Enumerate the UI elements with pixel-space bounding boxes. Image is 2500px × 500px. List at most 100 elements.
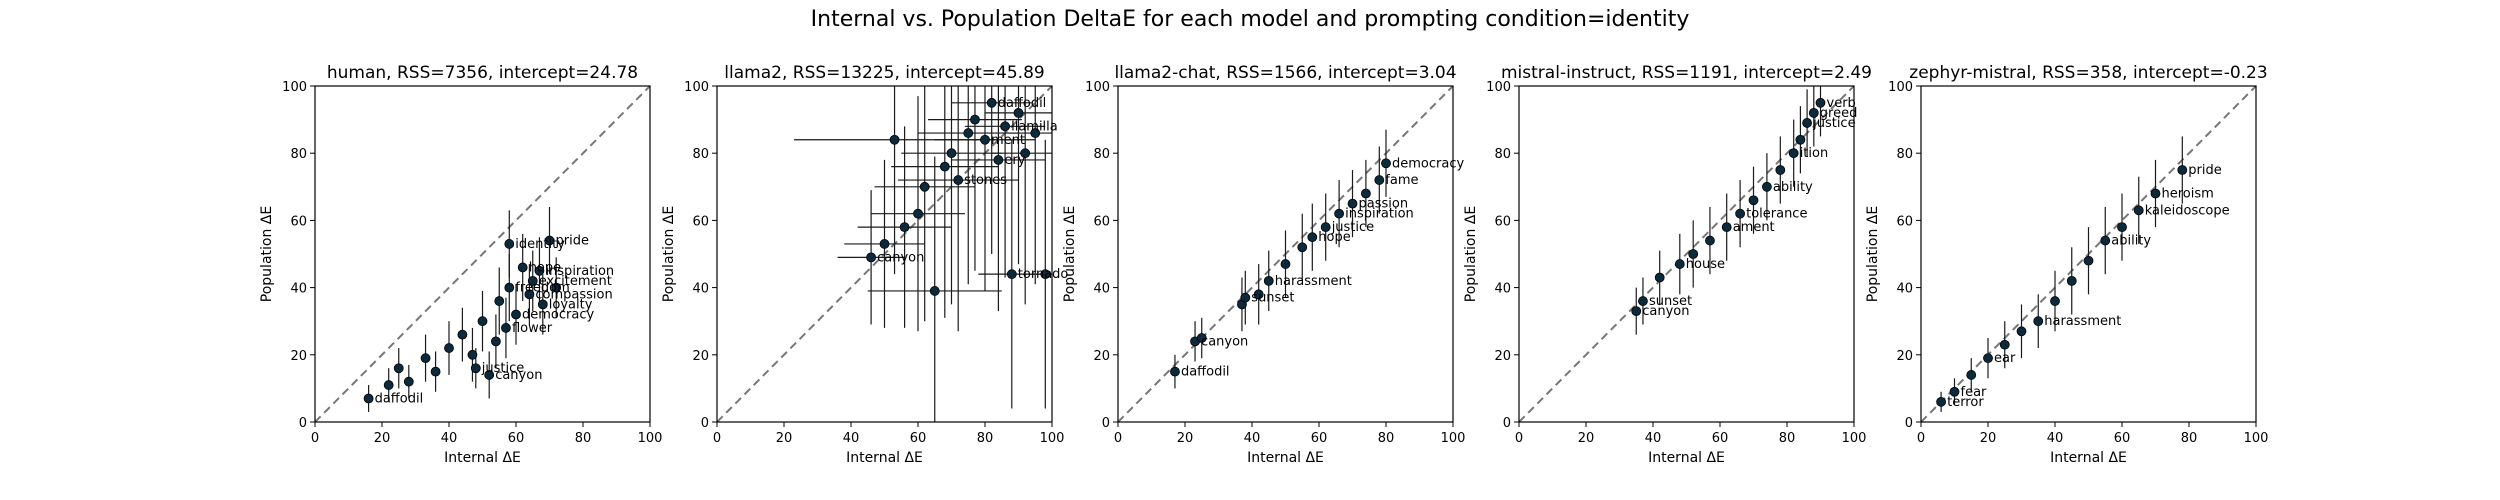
y-tick-label: 60 (692, 214, 709, 229)
data-point (2066, 275, 2077, 286)
data-point (899, 222, 910, 233)
point-label: daffodil (1181, 365, 1230, 380)
data-point (1721, 222, 1732, 233)
y-tick-label: 80 (1896, 147, 1913, 162)
point-label: harassment (2044, 314, 2121, 329)
point-label: harassment (1275, 274, 1352, 289)
y-tick-label: 20 (692, 349, 709, 364)
panel-title: llama2, RSS=13225, intercept=45.89 (724, 63, 1044, 83)
point-label: terror (1947, 395, 1984, 410)
x-tick-label: 60 (508, 431, 525, 446)
data-point (1936, 396, 1946, 407)
x-tick-label: 80 (2181, 431, 2198, 446)
point-label: identity (515, 237, 565, 252)
point-label: ament (1733, 220, 1775, 235)
data-point (501, 323, 511, 333)
plot-area (315, 86, 650, 422)
data-point (2033, 316, 2044, 327)
figure-title: Internal vs. Population DeltaE for each … (811, 7, 1690, 32)
data-point (2150, 188, 2161, 199)
data-point (504, 239, 515, 249)
point-label: democracy (1392, 156, 1464, 171)
point-label: sunset (1649, 294, 1692, 309)
data-point (2177, 165, 2188, 175)
data-point (1030, 128, 1041, 138)
y-tick-label: 0 (701, 416, 709, 431)
x-tick-label: 20 (1980, 431, 1997, 446)
x-tick-label: 0 (1917, 431, 1925, 446)
data-point (1347, 198, 1358, 209)
point-label: stones (964, 173, 1007, 188)
data-point (913, 208, 923, 219)
data-point (1983, 353, 1993, 364)
data-point (551, 282, 562, 293)
data-point (1638, 296, 1648, 306)
data-point (1735, 208, 1745, 219)
point-label: canyon (1642, 304, 1689, 319)
x-tick-label: 60 (2114, 431, 2131, 446)
chart-panel-3: llama2-chat, RSS=1566, intercept=3.04 daf… (1062, 63, 1465, 466)
y-axis-label: Population ΔE (1865, 206, 1881, 302)
data-point (986, 97, 997, 108)
x-tick-label: 100 (638, 431, 663, 446)
point-label: ment (991, 133, 1025, 148)
y-tick-label: 20 (290, 349, 307, 364)
x-tick-label: 60 (910, 431, 927, 446)
x-tick-label: 100 (1441, 431, 1466, 446)
x-axis-label: Internal ΔE (846, 450, 923, 466)
x-axis-label: Internal ΔE (444, 450, 521, 466)
point-label: democracy (522, 307, 594, 322)
data-point (524, 289, 535, 300)
data-point (1631, 306, 1642, 317)
data-point (2016, 326, 2027, 337)
data-point (1361, 188, 1371, 199)
y-tick-label: 20 (1093, 349, 1110, 364)
y-tick-label: 80 (692, 147, 709, 162)
data-point (527, 275, 538, 286)
y-axis-label: Population ΔE (1463, 206, 1479, 302)
x-tick-label: 40 (843, 431, 860, 446)
data-point (1320, 222, 1331, 233)
data-point (1196, 333, 1207, 343)
data-point (1705, 235, 1715, 246)
data-point (467, 349, 478, 360)
panel-title: mistral-instruct, RSS=1191, intercept=2.… (1501, 63, 1872, 83)
data-point (1966, 370, 1977, 380)
axes-frame (1518, 85, 1855, 423)
point-label: house (1686, 257, 1725, 272)
data-point (537, 299, 548, 310)
data-point (1815, 97, 1826, 108)
y-tick-label: 40 (290, 282, 307, 297)
data-point (444, 343, 454, 353)
chart-panel-5: zephyr-mistral, RSS=358, intercept=-0.23… (1865, 63, 2268, 466)
data-point (484, 370, 495, 380)
y-tick-label: 20 (1494, 349, 1511, 364)
point-label: hope (529, 260, 561, 275)
point-label: freedom (515, 281, 570, 296)
point-label: tornado (1018, 267, 1069, 282)
data-point (1999, 339, 2010, 350)
data-point (2083, 255, 2094, 266)
x-tick-label: 100 (2244, 431, 2269, 446)
y-tick-label: 80 (290, 147, 307, 162)
point-label: inspiration (545, 264, 614, 279)
data-point (477, 316, 488, 327)
y-tick-label: 60 (290, 214, 307, 229)
y-tick-label: 80 (1093, 147, 1110, 162)
panels: human, RSS=7356, intercept=24.78 daffodil… (259, 63, 2268, 466)
data-point (1762, 181, 1772, 192)
y-tick-label: 60 (1093, 214, 1110, 229)
x-tick-label: 100 (1842, 431, 1867, 446)
data-point (1674, 259, 1685, 269)
data-point (1949, 386, 1960, 397)
point-label: justice (1331, 220, 1374, 235)
data-point (1808, 107, 1819, 118)
x-tick-label: 0 (713, 431, 721, 446)
data-point (420, 353, 431, 364)
reference-line (315, 86, 650, 422)
data-point (1802, 118, 1812, 128)
data-point (2050, 296, 2060, 306)
data-point (970, 114, 980, 125)
x-tick-label: 60 (1712, 431, 1729, 446)
